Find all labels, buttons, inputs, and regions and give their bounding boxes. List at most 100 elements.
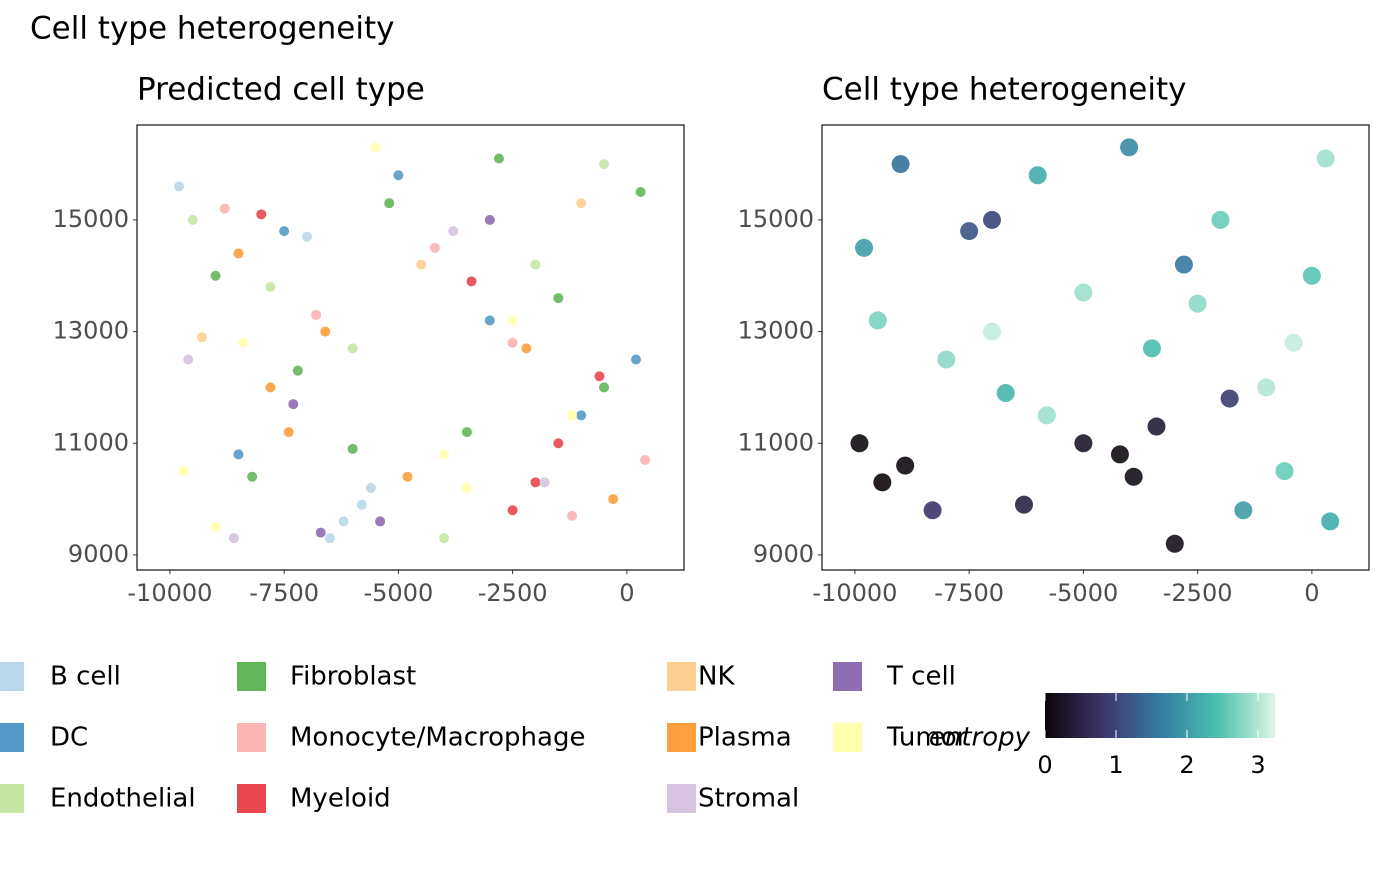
panel-border [821,124,1370,571]
point [1037,406,1056,425]
point [1124,467,1143,486]
legend-swatch [667,784,696,813]
point [1234,501,1253,520]
point [1142,339,1161,358]
point [1275,462,1294,481]
legend-swatch [667,723,696,752]
x-tick-label: -5000 [1049,579,1119,607]
x-tick-label: -7500 [934,579,1004,607]
legend-swatch [0,662,24,691]
y-tick-label: 11000 [53,428,129,456]
point [530,477,541,488]
point [640,455,651,466]
point [279,226,290,237]
point [507,505,518,516]
page-title: Cell type heterogeneity [30,11,394,47]
point [315,527,326,538]
colorbar-tick-label: 3 [1250,751,1265,779]
point [439,449,450,460]
point [256,209,267,220]
point [301,231,312,242]
point [375,516,386,527]
point [982,322,1001,341]
point [1257,378,1276,397]
legend-swatch [237,662,266,691]
point [187,214,198,225]
colorbar [1045,693,1275,738]
point [850,434,869,453]
point [347,343,358,354]
point [324,533,335,544]
point [429,242,440,253]
legend-swatch [833,723,862,752]
point [402,471,413,482]
point [311,309,322,320]
point [1220,389,1239,408]
y-tick-label: 9000 [68,540,129,568]
point [1174,255,1193,274]
point [1120,138,1139,157]
point [288,399,299,410]
legend-label: NK [698,662,735,692]
colorbar-tick-label: 0 [1037,751,1052,779]
point [461,482,472,493]
x-tick-label: -5000 [364,579,434,607]
point [960,222,979,241]
point [635,187,646,198]
y-tick-label: 13000 [738,317,814,345]
point [238,337,249,348]
legend-swatch [0,723,24,752]
legend-label: DC [50,723,88,753]
point [370,142,381,153]
point [891,155,910,174]
point [576,198,587,209]
point [228,533,239,544]
point [219,203,230,214]
point [868,311,887,330]
point [1074,434,1093,453]
point [896,456,915,475]
point [178,466,189,477]
point [553,293,564,304]
legend-label: Myeloid [290,784,391,814]
panel-title: Predicted cell type [137,72,425,108]
point [356,499,367,510]
point [233,449,244,460]
point [1211,210,1230,229]
legend-label: Endothelial [50,784,196,814]
point [982,210,1001,229]
panel-border [136,124,685,571]
point [365,482,376,493]
point [1284,333,1303,352]
point [461,427,472,438]
point [484,214,495,225]
point [1014,495,1033,514]
panel-title: Cell type heterogeneity [822,72,1186,108]
point [594,371,605,382]
point [1165,534,1184,553]
point [466,276,477,287]
point [1074,283,1093,302]
point [196,332,207,343]
point [347,443,358,454]
legend-swatch [237,723,266,752]
points [174,142,651,544]
point [608,494,619,505]
point [265,281,276,292]
x-tick-label: -10000 [127,579,212,607]
legend-label: Monocyte/Macrophage [290,723,585,753]
point [183,354,194,365]
x-tick-label: -2500 [1163,579,1233,607]
x-tick-label: -10000 [812,579,897,607]
point [247,471,258,482]
point [233,248,244,259]
y-tick-label: 15000 [738,205,814,233]
y-tick-label: 15000 [53,205,129,233]
point [292,365,303,376]
point [631,354,642,365]
point [567,510,578,521]
x-tick-label: -2500 [478,579,548,607]
point [283,427,294,438]
point [873,473,892,492]
point [439,533,450,544]
